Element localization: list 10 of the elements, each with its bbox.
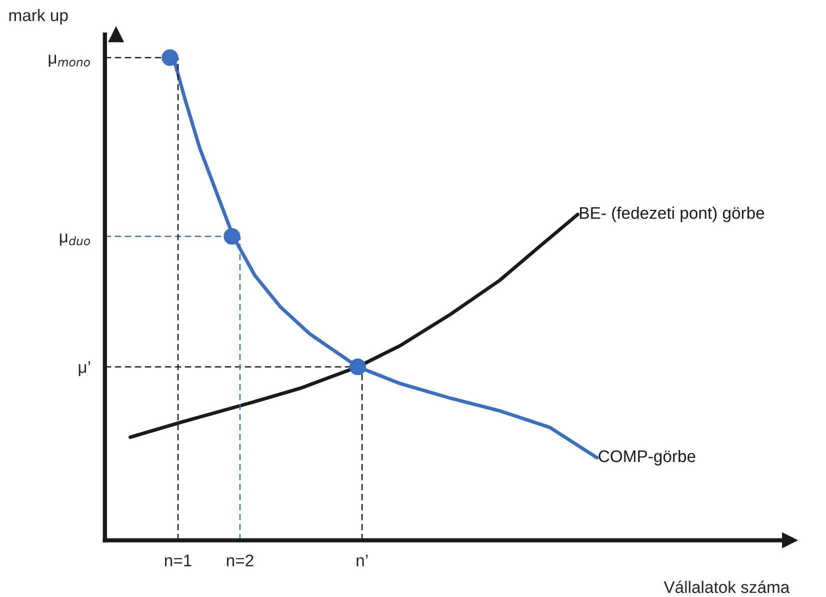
ref-line-label: μ$_{duo}$ bbox=[60, 234, 90, 246]
y-axis-title: mark up bbox=[9, 8, 68, 24]
x-tick-label: n=1 bbox=[164, 554, 192, 566]
ref-line-label: μ’ bbox=[78, 361, 90, 376]
series-label: COMP-görbe bbox=[598, 450, 696, 466]
x-axis-title: Vállalatok száma bbox=[664, 580, 790, 594]
x-tick-label: n=2 bbox=[226, 554, 254, 566]
ref-line-label: μ$_{mono}$ bbox=[48, 54, 90, 67]
x-tick-label: n’ bbox=[356, 554, 368, 566]
series-label: BE- (fedezeti pont) görbe bbox=[580, 206, 764, 222]
